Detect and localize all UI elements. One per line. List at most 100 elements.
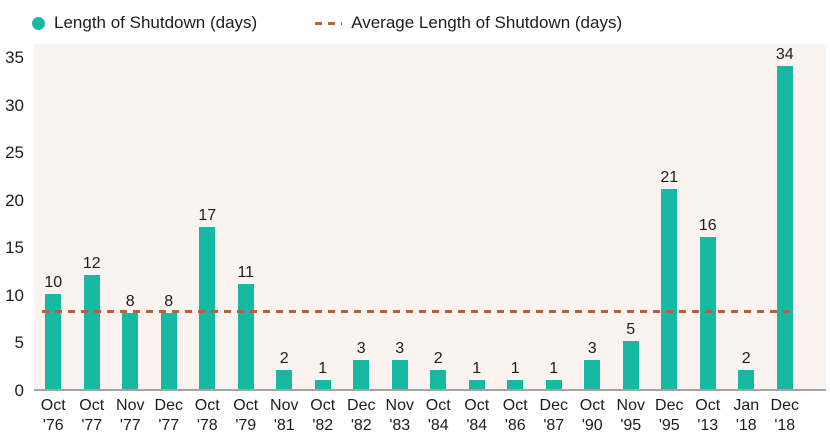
bar [776, 65, 793, 389]
y-axis: 0 5 10 15 20 25 30 35 [0, 44, 28, 400]
x-tick-month: Dec [347, 397, 376, 414]
y-tick-label: 0 [14, 381, 24, 400]
x-tick-year: '83 [389, 416, 411, 434]
bar [45, 293, 62, 389]
legend-item-shutdown-length: Length of Shutdown (days) [32, 13, 257, 33]
x-tick-label: Oct '79 [227, 396, 266, 435]
bar-column: 2 [419, 350, 458, 389]
x-tick-month: Oct [194, 397, 220, 414]
bar-series: 10 12 8 8 17 11 2 1 3 3 2 1 1 1 3 5 21 16 2 34 [34, 44, 826, 389]
bar-column: 34 [766, 45, 805, 389]
x-tick-month: Nov [385, 397, 414, 414]
bar [661, 189, 678, 389]
bar-column: 21 [650, 170, 689, 389]
legend-dash-icon [315, 21, 343, 25]
x-tick-year: '18 [774, 416, 796, 434]
bar-column: 8 [150, 292, 189, 389]
bar-column: 5 [612, 322, 651, 389]
x-tick-month: Oct [310, 397, 336, 414]
x-tick-month: Dec [154, 397, 183, 414]
x-tick-year: '82 [350, 416, 372, 434]
bar [122, 312, 139, 389]
legend-label-average: Average Length of Shutdown (days) [351, 13, 623, 32]
x-tick-month: Oct [695, 397, 721, 414]
chart-legend: Length of Shutdown (days) Average Length… [0, 0, 830, 44]
x-tick-year: '77 [158, 416, 180, 434]
x-tick-month: Oct [502, 397, 528, 414]
bar-value-label: 1 [549, 359, 559, 377]
bar-column: 3 [381, 341, 420, 389]
bar-value-label: 3 [395, 340, 405, 358]
bar-value-label: 1 [318, 359, 328, 377]
x-tick-year: '18 [735, 416, 757, 434]
x-tick-year: '84 [427, 416, 449, 434]
x-tick-year: '13 [697, 416, 719, 434]
x-tick-label: Nov '81 [265, 396, 304, 435]
x-tick-label: Oct '76 [34, 396, 73, 435]
bar-column: 2 [727, 349, 766, 389]
bar [468, 379, 485, 389]
y-tick-label: 25 [5, 143, 24, 163]
bar-value-label: 12 [82, 254, 101, 272]
bar-value-label: 1 [472, 359, 482, 377]
bar-value-label: 3 [356, 340, 366, 358]
x-tick-month: Nov [270, 397, 299, 414]
x-tick-month: Oct [40, 397, 66, 414]
bar [622, 341, 639, 389]
x-tick-month: Oct [579, 397, 605, 414]
plot-area: 0 5 10 15 20 25 30 35 10 12 8 8 17 11 2 1 3 3 2 1 1 1 3 5 21 16 2… [5, 44, 826, 400]
bar-value-label: 3 [587, 340, 597, 358]
x-tick-year: '95 [620, 416, 642, 434]
x-tick-year: '81 [273, 416, 295, 434]
legend-label-shutdown-length: Length of Shutdown (days) [54, 13, 258, 32]
legend-item-average: Average Length of Shutdown (days) [315, 13, 622, 33]
bar-column: 17 [188, 208, 227, 389]
x-tick-label: Oct '84 [458, 396, 497, 435]
x-tick-month: Jan [733, 397, 760, 414]
x-tick-month: Oct [425, 397, 451, 414]
x-tick-year: '90 [581, 416, 603, 434]
x-tick-label: Dec '82 [342, 396, 381, 435]
x-tick-label: Nov '77 [111, 396, 150, 435]
bar [83, 274, 100, 389]
x-tick-label: Dec '95 [650, 396, 689, 435]
bar-value-label: 2 [741, 349, 751, 367]
bar-value-label: 8 [164, 292, 174, 310]
bar-value-label: 16 [698, 216, 717, 234]
bar [584, 360, 601, 389]
x-tick-label: Oct '13 [689, 396, 728, 435]
x-tick-label: Jan '18 [727, 396, 766, 435]
bar [353, 360, 370, 389]
x-tick-year: '78 [196, 416, 218, 434]
x-tick-year: '79 [235, 416, 257, 434]
x-tick-month: Dec [655, 397, 684, 414]
bar-value-label: 34 [775, 45, 794, 63]
x-tick-month: Oct [233, 397, 259, 414]
x-tick-month: Nov [116, 397, 145, 414]
bar [276, 369, 293, 389]
bar [391, 360, 408, 389]
bar-column: 12 [73, 254, 112, 389]
bar [199, 227, 216, 389]
bar-value-label: 5 [626, 321, 636, 339]
bar-column: 10 [34, 273, 73, 389]
x-tick-label: Oct '90 [573, 396, 612, 435]
bar-value-label: 10 [44, 273, 63, 291]
bar [545, 379, 562, 389]
bar-value-label: 21 [660, 169, 679, 187]
x-tick-year: '86 [504, 416, 526, 434]
x-tick-label: Oct '77 [73, 396, 112, 435]
x-tick-label: Oct '78 [188, 396, 227, 435]
x-tick-label: Oct '82 [304, 396, 343, 435]
x-tick-month: Oct [79, 397, 105, 414]
x-tick-month: Dec [770, 397, 799, 414]
bar-column: 11 [227, 265, 266, 389]
x-tick-year: '95 [658, 416, 680, 434]
y-tick-label: 5 [14, 333, 24, 353]
average-line [42, 310, 796, 314]
legend-dot-icon [32, 16, 45, 30]
bar-value-label: 17 [198, 207, 217, 225]
bar-column: 16 [689, 216, 728, 389]
x-tick-year: '76 [42, 416, 64, 434]
